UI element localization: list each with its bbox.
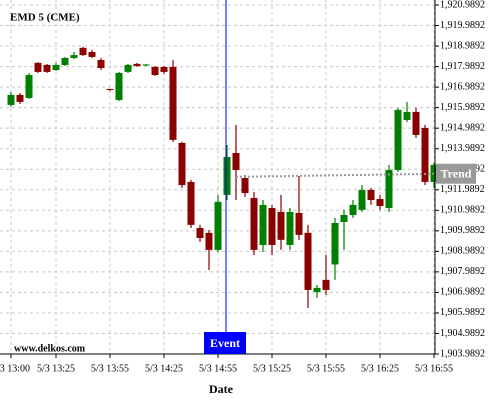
candle-body xyxy=(70,55,78,58)
x-tick-label: 5/3 16:25 xyxy=(361,363,399,374)
candle-body xyxy=(25,74,33,98)
candle-body xyxy=(7,94,15,105)
candle-body xyxy=(178,142,186,186)
candle-body xyxy=(169,66,177,140)
candle-body xyxy=(394,109,402,171)
y-tick-label: 1,903.9892 xyxy=(440,348,485,359)
candle-body xyxy=(304,232,312,290)
y-tick-label: 1,915.9892 xyxy=(440,102,485,113)
candle-body xyxy=(214,201,222,250)
y-tick-label: 1,914.9892 xyxy=(440,122,485,133)
y-tick-label: 1,911.9892 xyxy=(440,184,485,195)
candle-body xyxy=(376,198,384,206)
candle-body xyxy=(385,170,393,209)
candle-body xyxy=(133,63,141,66)
candle-body xyxy=(412,111,420,135)
candle-body xyxy=(115,72,123,101)
candle-body xyxy=(403,111,411,120)
chart-title: EMD 5 (CME) xyxy=(10,12,80,24)
x-axis-title: Date xyxy=(209,382,234,396)
candle-body xyxy=(142,64,150,66)
y-tick-label: 1,910.9892 xyxy=(440,205,485,216)
x-tick-label: 5/3 16:55 xyxy=(415,363,453,374)
candle-body xyxy=(124,64,132,72)
x-tick-label: 5/3 13:00 xyxy=(0,363,30,374)
candle-body xyxy=(16,94,24,102)
x-tick-label: 5/3 14:25 xyxy=(145,363,183,374)
event-label: Event xyxy=(210,336,240,350)
y-tick-label: 1,913.9892 xyxy=(440,143,485,154)
candle-body xyxy=(223,156,231,195)
y-tick-label: 1,904.9892 xyxy=(440,328,485,339)
trend-label: Trend xyxy=(441,166,472,180)
candle-body xyxy=(250,197,258,250)
x-tick-label: 5/3 15:55 xyxy=(307,363,345,374)
candle-body xyxy=(52,64,60,71)
event-label-box xyxy=(204,332,246,354)
y-tick-label: 1,905.9892 xyxy=(440,307,485,318)
x-tick-label: 5/3 15:25 xyxy=(253,363,291,374)
candle-body xyxy=(358,189,366,210)
y-tick-label: 1,906.9892 xyxy=(440,287,485,298)
candle-body xyxy=(34,62,42,72)
y-tick-label: 1,909.9892 xyxy=(440,225,485,236)
candle-body xyxy=(367,189,375,201)
candle-body xyxy=(97,60,105,69)
y-tick-label: 1,907.9892 xyxy=(440,266,485,277)
candle-body xyxy=(295,212,303,235)
candle-body xyxy=(322,279,330,290)
candle-body xyxy=(151,66,159,75)
candle-body xyxy=(88,51,96,57)
candle-body xyxy=(421,127,429,182)
candle-body xyxy=(187,181,195,225)
candle-body xyxy=(430,164,438,182)
candle-body xyxy=(241,178,249,194)
watermark: www.delkos.com xyxy=(14,343,86,354)
x-tick-label: 5/3 13:55 xyxy=(91,363,129,374)
candle-body xyxy=(196,227,204,238)
y-tick-label: 1,908.9892 xyxy=(440,246,485,257)
candle-body xyxy=(106,88,114,90)
candle-body xyxy=(349,204,357,215)
y-tick-label: 1,919.9892 xyxy=(440,20,485,31)
candle-body xyxy=(286,211,294,245)
candle-body xyxy=(205,232,213,250)
y-tick-label: 1,917.9892 xyxy=(440,61,485,72)
candle-body xyxy=(79,47,87,56)
y-tick-label: 1,920.9892 xyxy=(440,0,485,10)
y-tick-label: 1,916.9892 xyxy=(440,81,485,92)
candle-body xyxy=(277,211,285,240)
candle-body xyxy=(232,153,240,171)
candle-body xyxy=(340,214,348,222)
candle-body xyxy=(331,223,339,265)
candle-body xyxy=(61,57,69,65)
y-tick-label: 1,918.9892 xyxy=(440,40,485,51)
x-tick-label: 5/3 13:25 xyxy=(37,363,75,374)
candle-body xyxy=(259,204,267,245)
candle-body xyxy=(313,287,321,292)
candle-body xyxy=(268,208,276,245)
candle-body xyxy=(43,64,51,72)
trend-label-box xyxy=(436,163,476,184)
plot-area xyxy=(0,0,438,355)
trend-line xyxy=(235,172,435,178)
candle-body xyxy=(160,66,168,72)
x-tick-label: 5/3 14:55 xyxy=(199,363,237,374)
